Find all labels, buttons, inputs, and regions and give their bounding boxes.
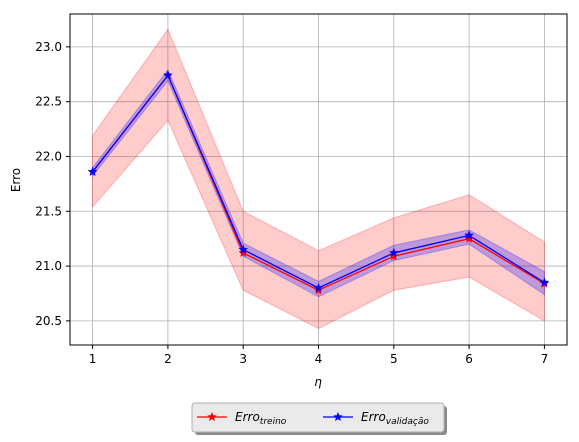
- legend-label: Errovalidação: [361, 410, 429, 427]
- data-point-validacao: [388, 247, 399, 258]
- x-tick-label: 1: [89, 352, 97, 366]
- x-tick-label: 4: [315, 352, 323, 366]
- data-point-validacao: [87, 166, 98, 177]
- error-band-validacao: [92, 68, 545, 298]
- data-point-validacao: [464, 230, 475, 240]
- data-point-validacao: [162, 70, 173, 80]
- series-lines: [87, 70, 550, 295]
- x-tick-label: 7: [541, 352, 549, 366]
- y-tick-label: 20.5: [35, 314, 62, 328]
- legend: Errotreino Errovalidação: [191, 402, 447, 435]
- legend-marker: [333, 411, 343, 422]
- legend-box: [191, 402, 445, 433]
- data-point-treino: [388, 251, 399, 261]
- ticks: 1 2 3 4 5 6 7 20.5 21.0 21.5 22.0 22.5 23.0: [35, 40, 548, 366]
- grid: [70, 14, 567, 345]
- error-bands: [92, 28, 545, 330]
- data-point-validacao: [539, 277, 550, 287]
- x-tick-label: 5: [390, 352, 398, 366]
- y-tick-label: 21.5: [35, 204, 62, 218]
- y-tick-label: 23.0: [35, 40, 62, 54]
- y-tick-label: 22.5: [35, 95, 62, 109]
- x-axis-label: η: [314, 375, 322, 389]
- error-band-treino: [92, 28, 545, 330]
- y-axis-label: Erro: [9, 168, 23, 192]
- legend-marker: [207, 411, 217, 422]
- data-point-validacao: [238, 244, 249, 254]
- data-point-validacao: [313, 282, 324, 293]
- y-tick-label: 22.0: [35, 149, 62, 163]
- y-tick-label: 21.0: [35, 259, 62, 273]
- x-tick-label: 2: [164, 352, 172, 366]
- data-point-treino: [238, 247, 249, 258]
- x-tick-label: 3: [239, 352, 247, 366]
- x-tick-label: 6: [465, 352, 473, 366]
- data-point-treino: [464, 233, 475, 243]
- legend-label: Errotreino: [235, 410, 287, 427]
